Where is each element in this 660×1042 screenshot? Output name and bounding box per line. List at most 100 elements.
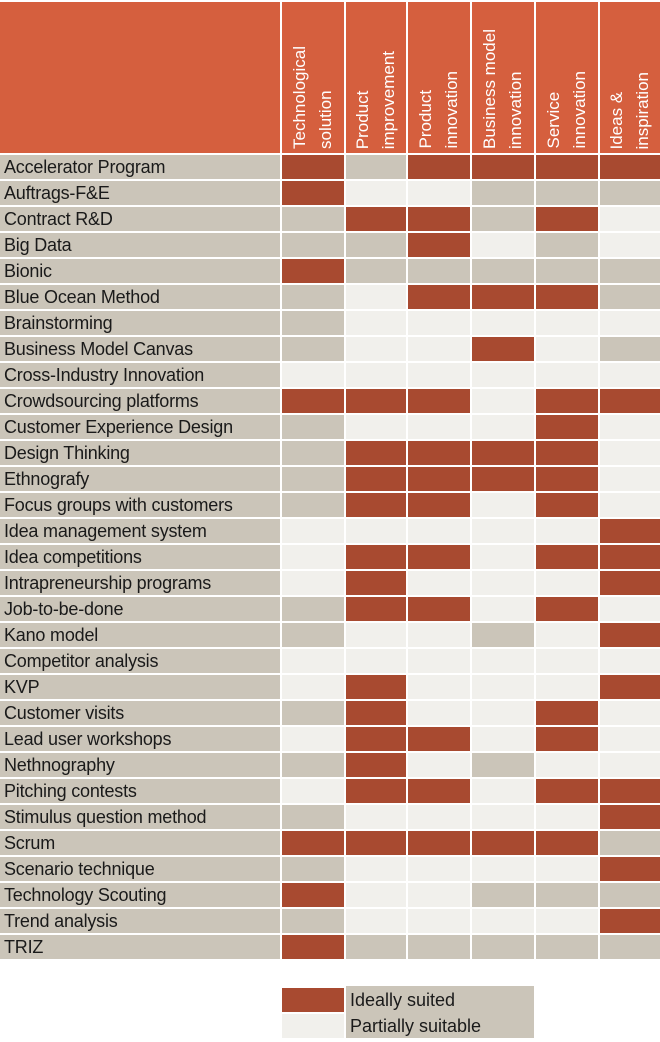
row-label: Technology Scouting bbox=[0, 883, 280, 907]
rating-cell-ideal bbox=[346, 701, 406, 725]
rating-cell-partial bbox=[282, 675, 344, 699]
rating-cell-partial bbox=[600, 467, 660, 491]
column-header-label: Product innovation bbox=[416, 71, 461, 149]
rating-cell-ideal bbox=[282, 935, 344, 959]
row-label: Design Thinking bbox=[0, 441, 280, 465]
rating-cell-ideal bbox=[282, 155, 344, 179]
rating-cell-none bbox=[536, 181, 598, 205]
row-label: Kano model bbox=[0, 623, 280, 647]
rating-cell-partial bbox=[346, 415, 406, 439]
row-label: Auftrags-F&E bbox=[0, 181, 280, 205]
row-label: Idea competitions bbox=[0, 545, 280, 569]
row-label: Focus groups with customers bbox=[0, 493, 280, 517]
rating-cell-ideal bbox=[536, 545, 598, 569]
rating-cell-ideal bbox=[536, 389, 598, 413]
rating-cell-none bbox=[600, 883, 660, 907]
rating-cell-none bbox=[282, 493, 344, 517]
rating-cell-none bbox=[282, 415, 344, 439]
legend-label-partial: Partially suitable bbox=[350, 1016, 482, 1036]
rating-cell-ideal bbox=[536, 597, 598, 621]
rating-cell-partial bbox=[472, 857, 534, 881]
rating-cell-ideal bbox=[600, 675, 660, 699]
legend-swatch-ideal bbox=[282, 988, 344, 1012]
rating-cell-none bbox=[600, 181, 660, 205]
rating-cell-partial bbox=[536, 805, 598, 829]
rating-cell-ideal bbox=[408, 467, 470, 491]
column-header-label: Business model innovation bbox=[480, 28, 525, 149]
rating-cell-partial bbox=[600, 649, 660, 673]
rating-cell-ideal bbox=[346, 779, 406, 803]
row-label: Job-to-be-done bbox=[0, 597, 280, 621]
rating-cell-partial bbox=[472, 519, 534, 543]
rating-cell-none bbox=[282, 311, 344, 335]
rating-cell-ideal bbox=[472, 441, 534, 465]
rating-cell-partial bbox=[282, 545, 344, 569]
rating-cell-partial bbox=[536, 337, 598, 361]
rating-cell-partial bbox=[472, 675, 534, 699]
rating-cell-ideal bbox=[536, 727, 598, 751]
rating-cell-partial bbox=[472, 545, 534, 569]
rating-cell-partial bbox=[408, 181, 470, 205]
rating-cell-ideal bbox=[346, 207, 406, 231]
rating-cell-partial bbox=[600, 727, 660, 751]
row-label: Crowdsourcing platforms bbox=[0, 389, 280, 413]
row-label: Bionic bbox=[0, 259, 280, 283]
rating-cell-none bbox=[282, 233, 344, 257]
rating-cell-partial bbox=[282, 779, 344, 803]
legend: Ideally suited Partially suitable bbox=[282, 986, 534, 1038]
row-label: Scenario technique bbox=[0, 857, 280, 881]
rating-cell-ideal bbox=[536, 415, 598, 439]
rating-cell-ideal bbox=[346, 753, 406, 777]
rating-cell-ideal bbox=[282, 883, 344, 907]
rating-cell-ideal bbox=[408, 233, 470, 257]
row-label: TRIZ bbox=[0, 935, 280, 959]
rating-cell-partial bbox=[600, 363, 660, 387]
rating-cell-ideal bbox=[472, 337, 534, 361]
rating-cell-ideal bbox=[600, 155, 660, 179]
rating-cell-none bbox=[600, 285, 660, 309]
row-label: Ethnografy bbox=[0, 467, 280, 491]
rating-cell-partial bbox=[346, 909, 406, 933]
row-label: Customer Experience Design bbox=[0, 415, 280, 439]
rating-cell-none bbox=[282, 623, 344, 647]
rating-cell-none bbox=[408, 935, 470, 959]
rating-cell-ideal bbox=[408, 831, 470, 855]
column-header: Ideas & inspiration bbox=[600, 2, 660, 153]
rating-cell-none bbox=[346, 155, 406, 179]
rating-cell-ideal bbox=[536, 155, 598, 179]
rating-cell-partial bbox=[600, 753, 660, 777]
row-label: Nethnography bbox=[0, 753, 280, 777]
rating-cell-ideal bbox=[536, 701, 598, 725]
rating-cell-ideal bbox=[536, 207, 598, 231]
rating-cell-none bbox=[282, 337, 344, 361]
rating-cell-partial bbox=[408, 311, 470, 335]
rating-cell-partial bbox=[346, 181, 406, 205]
rating-cell-partial bbox=[282, 363, 344, 387]
rating-cell-ideal bbox=[600, 623, 660, 647]
rating-cell-partial bbox=[346, 363, 406, 387]
rating-cell-none bbox=[346, 935, 406, 959]
row-label: Cross-Industry Innovation bbox=[0, 363, 280, 387]
rating-cell-partial bbox=[536, 857, 598, 881]
rating-cell-partial bbox=[472, 363, 534, 387]
rating-cell-none bbox=[346, 233, 406, 257]
rating-cell-partial bbox=[472, 389, 534, 413]
rating-cell-ideal bbox=[472, 285, 534, 309]
rating-cell-partial bbox=[600, 441, 660, 465]
column-header: Product innovation bbox=[408, 2, 470, 153]
rating-cell-partial bbox=[536, 623, 598, 647]
rating-cell-none bbox=[282, 207, 344, 231]
rating-cell-ideal bbox=[600, 779, 660, 803]
rating-cell-partial bbox=[472, 493, 534, 517]
rating-cell-partial bbox=[600, 701, 660, 725]
rating-cell-none bbox=[282, 701, 344, 725]
rating-cell-partial bbox=[346, 857, 406, 881]
rating-cell-ideal bbox=[408, 285, 470, 309]
rating-cell-partial bbox=[600, 597, 660, 621]
rating-cell-none bbox=[282, 441, 344, 465]
rating-cell-none bbox=[472, 623, 534, 647]
rating-cell-partial bbox=[472, 701, 534, 725]
rating-cell-partial bbox=[346, 519, 406, 543]
rating-cell-partial bbox=[536, 753, 598, 777]
column-header-label: Service innovation bbox=[544, 71, 589, 149]
